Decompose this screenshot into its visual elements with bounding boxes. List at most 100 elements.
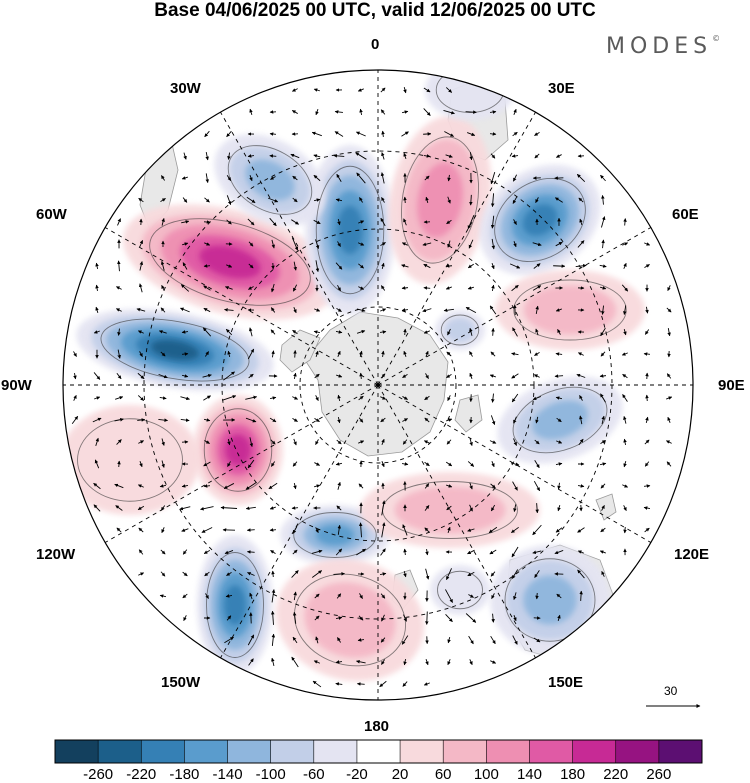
wind-vector-arrow-icon bbox=[356, 172, 366, 184]
wind-vector-arrow-icon bbox=[511, 154, 519, 158]
wind-vector-arrow-icon bbox=[403, 86, 407, 94]
wind-vector-arrow-icon bbox=[247, 572, 255, 576]
anomaly-contour-10 bbox=[293, 512, 377, 558]
anomaly-11-level-4 bbox=[224, 585, 246, 625]
anomaly-contour-11 bbox=[206, 552, 264, 658]
anomaly-contour-2 bbox=[315, 165, 385, 295]
wind-vector-arrow-icon bbox=[270, 439, 276, 445]
wind-vector-arrow-icon bbox=[335, 462, 343, 466]
wind-vector-arrow-icon bbox=[202, 373, 212, 378]
wind-vector-arrow-icon bbox=[403, 152, 407, 159]
wind-vector-arrow-icon bbox=[601, 216, 606, 228]
wind-vector-arrow-icon bbox=[159, 396, 167, 400]
wind-vector-arrow-icon bbox=[621, 284, 629, 292]
wind-vector-arrow-icon bbox=[204, 197, 210, 203]
wind-vector-arrow-icon bbox=[667, 416, 671, 423]
wind-vector-arrow-icon bbox=[425, 568, 430, 580]
wind-vector-arrow-icon bbox=[271, 589, 276, 603]
anomaly-4-level-2 bbox=[417, 162, 463, 238]
wind-vector-arrow-icon bbox=[402, 418, 408, 422]
wind-vector-arrow-icon bbox=[491, 613, 495, 623]
wind-vector-arrow-icon bbox=[356, 682, 365, 686]
wind-vector-arrow-icon bbox=[248, 286, 254, 290]
wind-vector-arrow-icon bbox=[181, 352, 189, 356]
wind-vector-arrow-icon bbox=[601, 415, 605, 425]
wind-vector-arrow-icon bbox=[577, 527, 585, 533]
wind-vector-arrow-icon bbox=[160, 571, 166, 577]
wind-vector-arrow-icon bbox=[117, 328, 121, 336]
wind-vector-arrow-icon bbox=[446, 568, 452, 581]
colorbar-tick-label: -220 bbox=[126, 766, 157, 783]
wind-vector-arrow-icon bbox=[381, 130, 385, 138]
wind-vector-arrow-icon bbox=[381, 659, 385, 665]
wind-vector-arrow-icon bbox=[337, 218, 341, 226]
anomaly-14-level-2 bbox=[523, 575, 577, 625]
wind-vector-arrow-icon bbox=[357, 638, 365, 642]
wind-vector-arrow-icon bbox=[247, 154, 255, 158]
wind-vector-arrow-icon bbox=[337, 524, 342, 535]
wind-vector-arrow-icon bbox=[358, 263, 364, 269]
wind-vector-arrow-icon bbox=[311, 549, 323, 554]
wind-vector-arrow-icon bbox=[356, 131, 366, 137]
anomaly-contour-3 bbox=[227, 145, 313, 215]
wind-vector-arrow-icon bbox=[293, 482, 297, 490]
colorbar-tick-label: -180 bbox=[169, 766, 200, 783]
wind-vector-arrow-icon bbox=[270, 610, 275, 625]
wind-vector-arrow-icon bbox=[138, 240, 144, 248]
wind-vector-arrow-icon bbox=[245, 395, 258, 400]
wind-vector-arrow-icon bbox=[644, 242, 651, 246]
wind-vector-arrow-icon bbox=[271, 239, 275, 249]
wind-vector-arrow-icon bbox=[469, 372, 473, 379]
wind-vector-arrow-icon bbox=[271, 633, 276, 646]
wind-vector-arrow-icon bbox=[534, 352, 540, 356]
wind-vector-arrow-icon bbox=[446, 418, 453, 422]
wind-vector-arrow-icon bbox=[622, 373, 628, 379]
lon-label-150w: 150W bbox=[161, 674, 201, 691]
wind-vector-arrow-icon bbox=[403, 218, 407, 226]
wind-vector-arrow-icon bbox=[182, 549, 188, 555]
wind-vector-arrow-icon bbox=[553, 264, 566, 268]
wind-vector-arrow-icon bbox=[490, 215, 495, 229]
wind-vector-arrow-icon bbox=[424, 395, 430, 401]
wind-vector-arrow-icon bbox=[577, 569, 585, 579]
colorbar bbox=[54, 739, 703, 764]
wind-vector-arrow-icon bbox=[490, 172, 496, 185]
wind-vector-arrow-icon bbox=[335, 660, 343, 664]
wind-vector-arrow-icon bbox=[203, 461, 211, 467]
wind-vector-arrow-icon bbox=[249, 592, 253, 600]
wind-vector-arrow-icon bbox=[220, 505, 238, 510]
wind-vector-arrow-icon bbox=[203, 549, 211, 555]
wind-vector-arrow-icon bbox=[467, 571, 475, 577]
wind-vector-arrow-icon bbox=[446, 484, 453, 488]
wind-vector-arrow-icon bbox=[293, 591, 297, 601]
anomaly-contour-8 bbox=[203, 408, 273, 492]
wind-vector-arrow-icon bbox=[512, 327, 518, 337]
lon-label-30w: 30W bbox=[170, 80, 201, 97]
wind-vector-arrow-icon bbox=[535, 305, 539, 315]
wind-vector-arrow-icon bbox=[334, 110, 343, 114]
wind-vector-arrow-icon bbox=[425, 373, 429, 379]
wind-vector-arrow-icon bbox=[358, 483, 364, 489]
wind-vector-arrow-icon bbox=[313, 88, 321, 92]
wind-vector-arrow-icon bbox=[204, 130, 210, 138]
colorbar-tick-label: 60 bbox=[434, 766, 452, 783]
wind-vector-arrow-icon bbox=[181, 484, 189, 488]
wind-vector-arrow-icon bbox=[513, 615, 517, 622]
wind-vector-arrow-icon bbox=[600, 483, 606, 489]
wind-vector-arrow-icon bbox=[644, 329, 650, 335]
wind-vector-arrow-icon bbox=[227, 438, 231, 446]
wind-vector-arrow-icon bbox=[403, 658, 407, 666]
wind-vector-arrow-icon bbox=[643, 352, 651, 356]
wind-vector-arrow-icon bbox=[576, 373, 586, 378]
landmass-7 bbox=[454, 394, 483, 433]
wind-vector-arrow-icon bbox=[381, 500, 386, 516]
map-boundary bbox=[62, 69, 694, 701]
wind-vector-arrow-icon bbox=[468, 635, 474, 645]
anomaly-contour-0 bbox=[149, 218, 311, 306]
wind-vector-arrow-icon bbox=[445, 589, 453, 603]
parallel-0 bbox=[299, 306, 457, 464]
wind-vector-arrow-icon bbox=[446, 351, 452, 357]
wind-vector-arrow-icon bbox=[315, 527, 319, 534]
lon-label-60w: 60W bbox=[36, 206, 67, 223]
wind-vector-arrow-icon bbox=[402, 524, 408, 536]
